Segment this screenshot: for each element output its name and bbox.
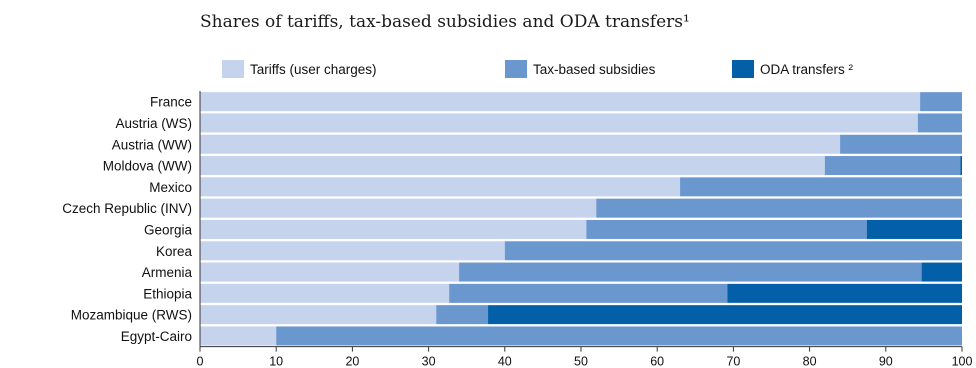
x-tick-label: 70: [726, 355, 740, 368]
bar-segment: [200, 305, 437, 325]
category-label: France: [150, 95, 192, 110]
bar-segment: [917, 113, 962, 133]
bar-segment: [200, 156, 825, 176]
category-label: Austria (WW): [112, 137, 192, 152]
bar-segment: [200, 262, 460, 282]
bar-segment: [727, 283, 962, 303]
x-tick-label: 50: [574, 355, 588, 368]
bar-segment: [824, 156, 961, 176]
category-label: Mozambique (RWS): [71, 308, 192, 323]
legend-swatch: [505, 60, 527, 78]
bar-segment: [680, 177, 962, 197]
bar-segment: [960, 156, 962, 176]
category-label: Moldova (WW): [103, 159, 192, 174]
x-tick-label: 40: [498, 355, 512, 368]
category-label: Georgia: [144, 222, 193, 237]
bar-segment: [596, 198, 962, 218]
x-tick-label: 10: [269, 355, 283, 368]
category-label: Ethiopia: [143, 286, 192, 301]
bar-segment: [449, 283, 728, 303]
bar-segment: [200, 283, 450, 303]
bar-segment: [276, 326, 962, 346]
x-tick-label: 60: [650, 355, 664, 368]
bar-segment: [436, 305, 489, 325]
category-label: Armenia: [142, 265, 193, 280]
bar-segment: [200, 219, 587, 239]
category-label: Egypt-Cairo: [121, 329, 192, 344]
category-label: Czech Republic (INV): [62, 201, 192, 216]
bar-segment: [200, 113, 918, 133]
x-tick-label: 0: [197, 355, 204, 368]
x-tick-label: 30: [422, 355, 436, 368]
bar-segment: [921, 262, 962, 282]
bar-segment: [200, 198, 597, 218]
bar-segment: [200, 92, 921, 112]
chart-title: Shares of tariffs, tax-based subsidies a…: [200, 12, 690, 32]
bar-segment: [504, 241, 962, 261]
legend-label: Tariffs (user charges): [250, 62, 377, 77]
bar-segment: [840, 134, 962, 154]
bar-segment: [920, 92, 962, 112]
category-label: Austria (WS): [115, 116, 192, 131]
bar-segment: [200, 326, 277, 346]
bar-segment: [586, 219, 867, 239]
legend-swatch: [732, 60, 754, 78]
bar-segment: [866, 219, 962, 239]
legend-swatch: [222, 60, 244, 78]
legend-label: ODA transfers ²: [760, 62, 854, 77]
x-tick-label: 90: [879, 355, 893, 368]
category-label: Mexico: [149, 180, 192, 195]
legend-label: Tax-based subsidies: [533, 62, 656, 77]
bar-segment: [200, 241, 505, 261]
category-label: Korea: [156, 244, 193, 259]
bar-segment: [488, 305, 962, 325]
x-tick-label: 80: [803, 355, 817, 368]
bar-segment: [459, 262, 922, 282]
bar-segment: [200, 177, 681, 197]
bar-segment: [200, 134, 841, 154]
x-tick-label: 100: [952, 355, 973, 368]
x-tick-label: 20: [345, 355, 359, 368]
